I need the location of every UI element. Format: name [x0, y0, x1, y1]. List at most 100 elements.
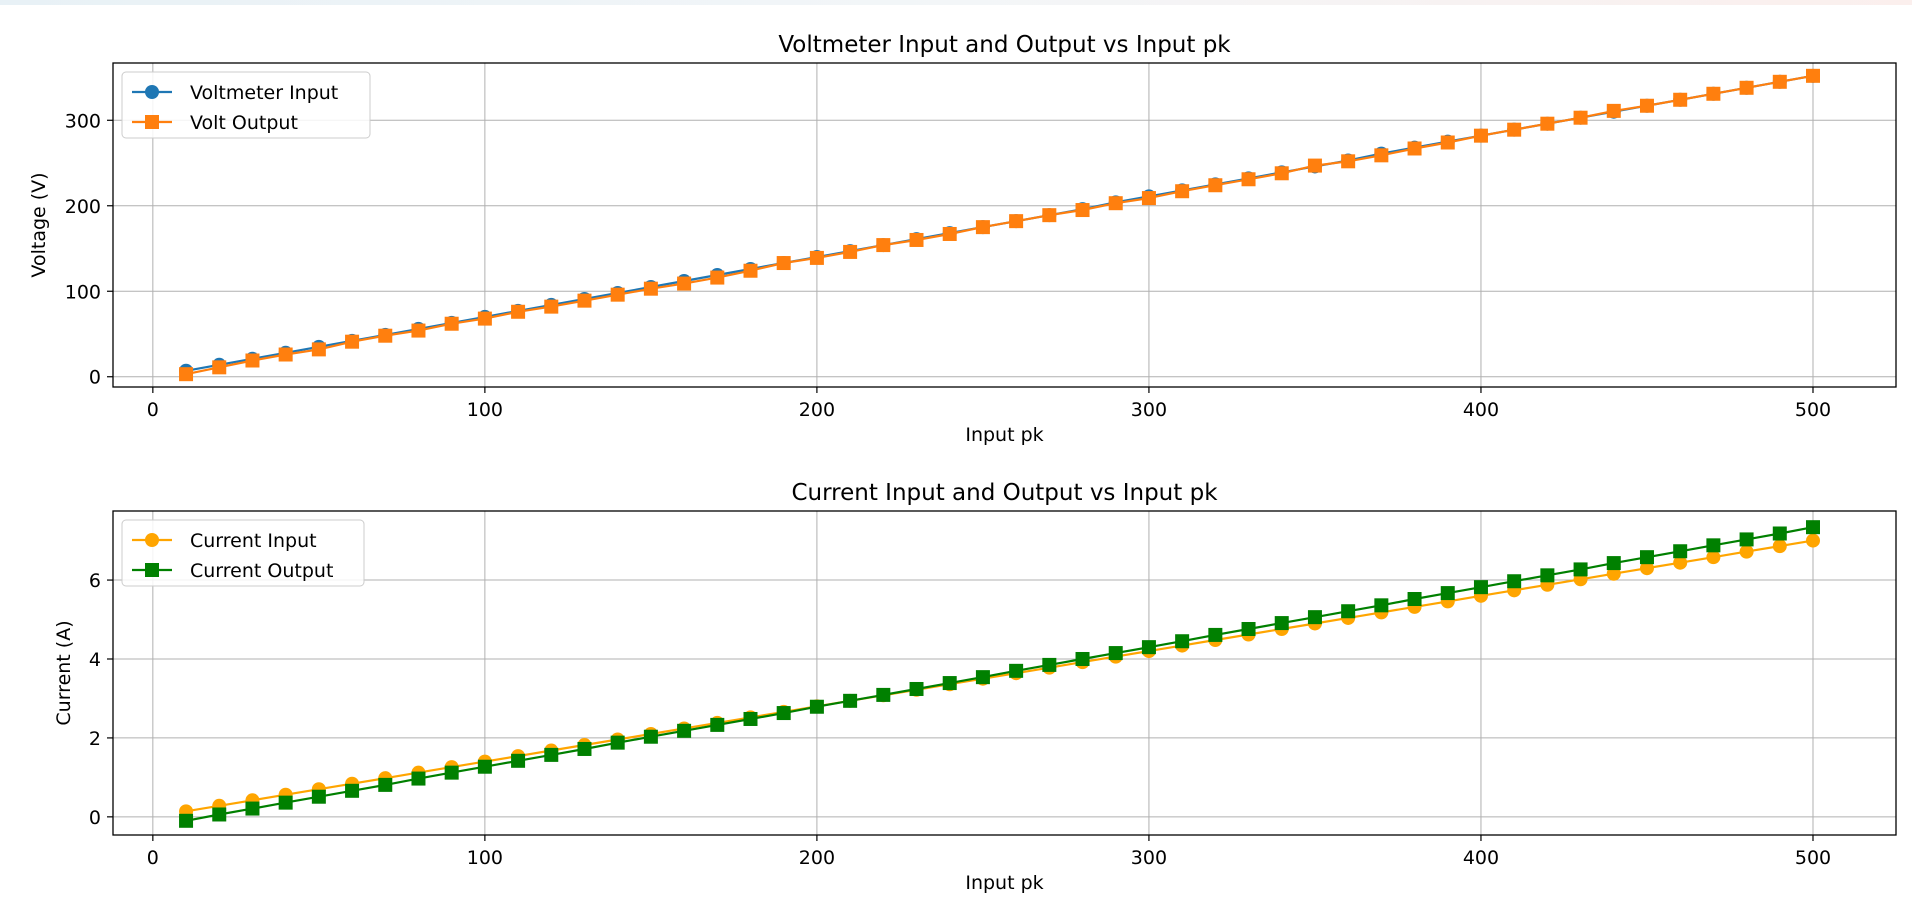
data-point: [444, 316, 459, 331]
x-tick-label: 0: [147, 399, 159, 421]
data-point: [511, 753, 526, 768]
legend-label: Voltmeter Input: [190, 82, 338, 104]
data-point: [942, 676, 957, 691]
data-point: [311, 342, 326, 357]
data-point: [843, 693, 858, 708]
window-top-strip: [0, 0, 1912, 5]
data-point: [444, 765, 459, 780]
current-chart: 0 100 200 300 400 500 0 2 4 6 Current Input and Ou…: [53, 480, 1897, 894]
series-line: [185, 526, 1814, 822]
data-point: [942, 226, 957, 241]
data-point: [477, 759, 492, 774]
data-point: [809, 250, 824, 265]
data-point: [1772, 526, 1787, 541]
data-point: [1739, 532, 1754, 547]
data-point: [643, 729, 658, 744]
voltage-chart: 0 100 200 300 400 500 0 100 200 300 Voltmeter Inpu…: [28, 32, 1897, 446]
x-axis-label: Input pk: [965, 424, 1043, 446]
data-point: [1540, 116, 1555, 131]
data-point: [1407, 141, 1422, 156]
data-point: [1042, 657, 1057, 672]
series-1: [179, 68, 1820, 382]
data-point: [1141, 191, 1156, 206]
data-point: [577, 293, 592, 308]
legend-marker: [145, 85, 159, 99]
data-point: [1473, 128, 1488, 143]
data-point: [1805, 68, 1820, 83]
data-point: [1573, 110, 1588, 125]
x-axis-label: Input pk: [965, 872, 1043, 894]
data-point: [1440, 586, 1455, 601]
data-point: [345, 783, 360, 798]
data-point: [1175, 634, 1190, 649]
data-point: [876, 238, 891, 253]
data-point: [643, 281, 658, 296]
data-point: [1706, 538, 1721, 553]
data-point: [1307, 610, 1322, 625]
data-point: [278, 347, 293, 362]
data-point: [610, 735, 625, 750]
data-point: [1639, 561, 1654, 576]
legend-label: Current Input: [190, 530, 317, 552]
data-point: [743, 711, 758, 726]
legend-marker: [145, 115, 159, 129]
x-tick-label: 0: [147, 847, 159, 869]
axes-frame: [112, 510, 1897, 836]
x-tick-label: 100: [467, 847, 503, 869]
data-point: [1440, 135, 1455, 150]
data-point: [411, 771, 426, 786]
data-point: [1639, 550, 1654, 565]
data-point: [212, 360, 227, 375]
chart-title: Current Input and Output vs Input pk: [791, 480, 1218, 506]
data-point: [1805, 520, 1820, 535]
y-tick-label: 2: [89, 728, 101, 750]
chart-title: Voltmeter Input and Output vs Input pk: [778, 32, 1231, 58]
data-point: [975, 220, 990, 235]
legend-marker: [145, 563, 159, 577]
legend-label: Current Output: [190, 560, 333, 582]
data-point: [544, 747, 559, 762]
data-point: [1573, 562, 1588, 577]
data-point: [1507, 574, 1522, 589]
data-point: [843, 244, 858, 259]
data-point: [776, 706, 791, 721]
gridlines: [113, 63, 1896, 387]
y-tick-label: 300: [65, 110, 101, 132]
data-point: [1108, 196, 1123, 211]
data-point: [809, 699, 824, 714]
x-tick-label: 500: [1795, 847, 1831, 869]
data-point: [544, 299, 559, 314]
data-point: [1473, 580, 1488, 595]
series-line: [185, 539, 1814, 813]
data-point: [577, 741, 592, 756]
data-point: [1208, 178, 1223, 193]
data-point: [1341, 154, 1356, 169]
data-point: [411, 323, 426, 338]
data-point: [1108, 646, 1123, 661]
legend: Voltmeter Input Volt Output: [121, 71, 371, 139]
x-tick-label: 200: [799, 847, 835, 869]
data-point: [278, 795, 293, 810]
data-point: [776, 256, 791, 271]
data-point: [1805, 533, 1820, 548]
data-point: [1009, 663, 1024, 678]
legend-box: [121, 71, 371, 139]
data-point: [1606, 566, 1621, 581]
data-point: [1540, 568, 1555, 583]
data-point: [710, 270, 725, 285]
data-point: [1042, 208, 1057, 223]
data-point: [876, 687, 891, 702]
data-point: [1241, 172, 1256, 187]
data-point: [1639, 98, 1654, 113]
data-point: [1307, 158, 1322, 173]
data-point: [1673, 92, 1688, 107]
data-point: [1175, 184, 1190, 199]
data-point: [1606, 103, 1621, 118]
data-point: [1772, 539, 1787, 554]
legend-marker: [145, 533, 159, 547]
data-point: [1274, 166, 1289, 181]
legend: Current Input Current Output: [121, 519, 365, 587]
data-point: [212, 807, 227, 822]
data-point: [378, 777, 393, 792]
